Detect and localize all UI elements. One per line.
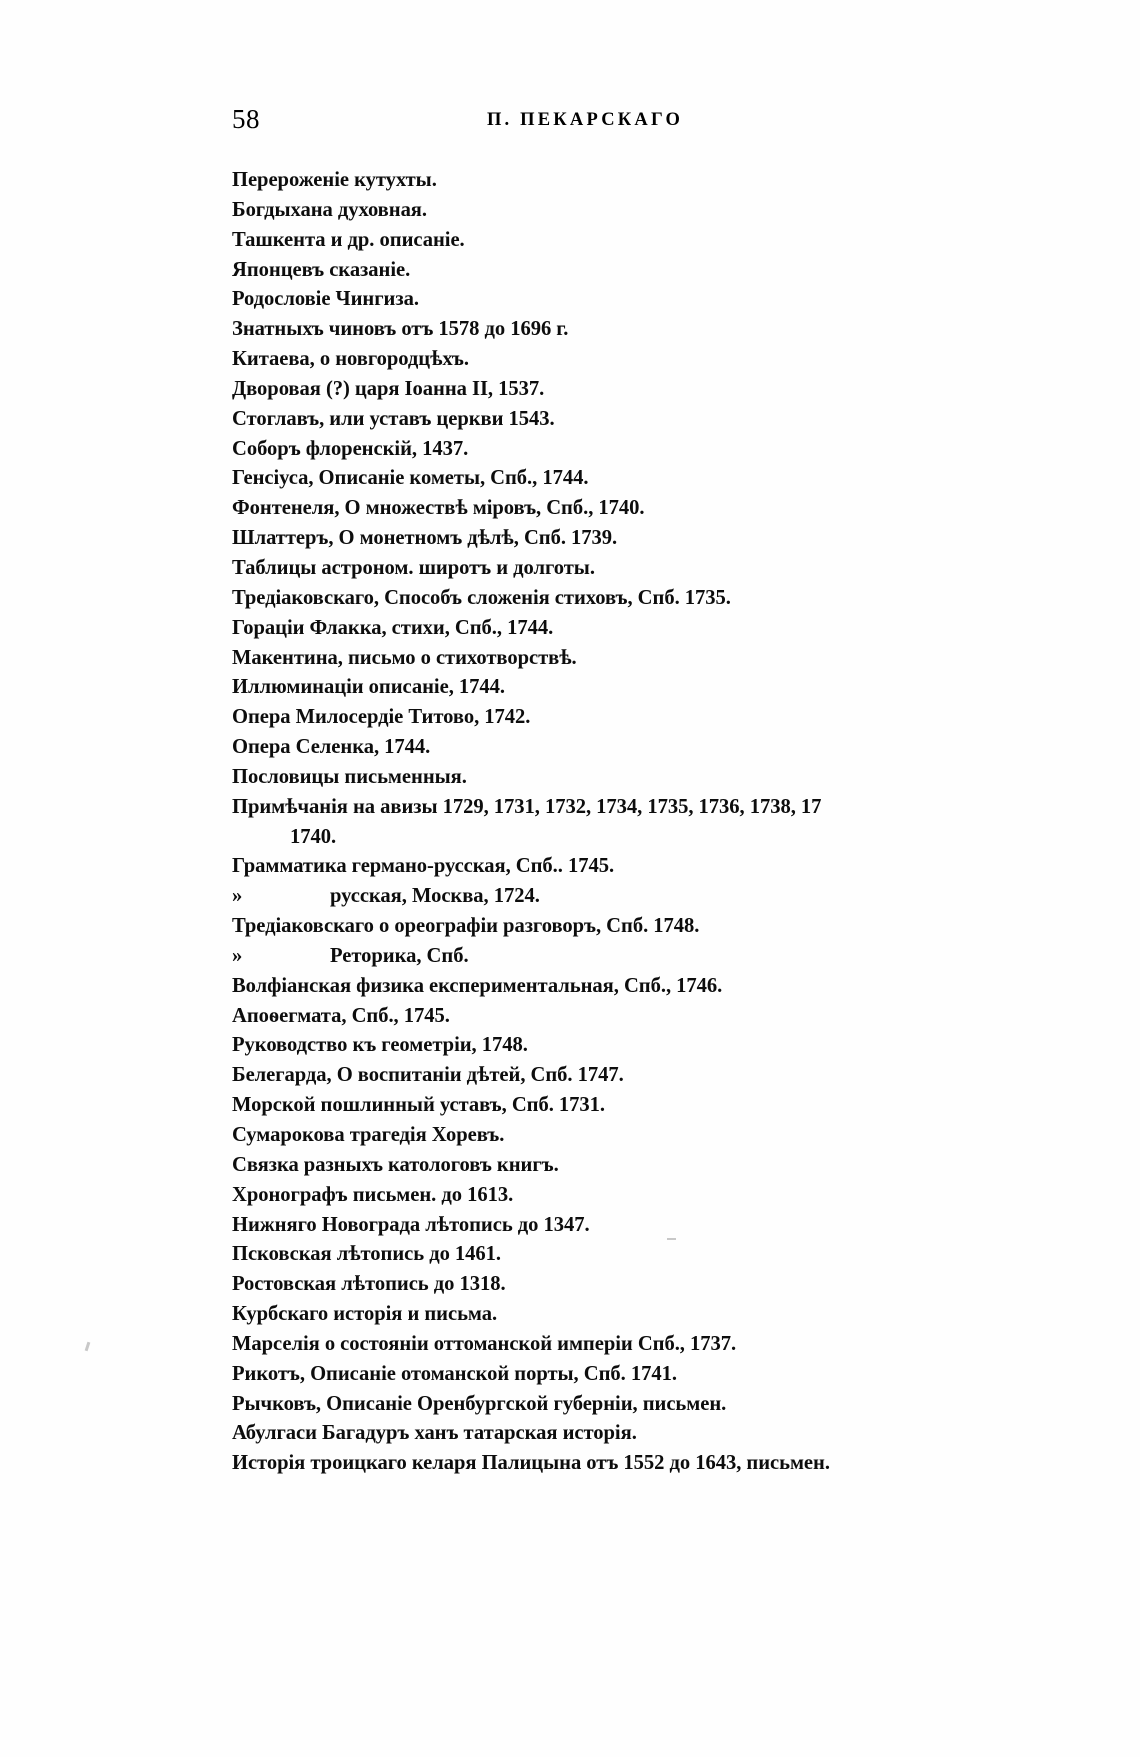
bibliography-entry: » Реторика, Спб. [232, 942, 932, 972]
bibliography-entry: Японцевъ сказаніе. [232, 258, 411, 281]
bibliography-entry: Связка разныхъ катологовъ книгъ. [232, 1153, 559, 1176]
bibliography-entry: Марселія о состояніи оттоманской имперіи… [232, 1332, 737, 1355]
bibliography-entry: Курбскаго исторія и письма. [232, 1303, 498, 1326]
bibliography-entry: Грамматика германо-русская, Спб.. 1745. [232, 855, 615, 878]
bibliography-entry: Рычковъ, Описаніе Оренбургской губерніи,… [232, 1392, 727, 1415]
scan-speck [667, 1238, 676, 1240]
bibliography-entry-text: русская, Москва, 1724. [330, 885, 540, 908]
bibliography-entry: Пословицы письменныя. [232, 765, 467, 788]
page-number: 58 [232, 104, 260, 134]
bibliography-entry: Морской пошлинный уставъ, Спб. 1731. [232, 1094, 606, 1117]
bibliography-entry: Нижняго Новограда лѣтопись до 1347. [232, 1213, 590, 1236]
bibliography-entry: » русская, Москва, 1724. [232, 882, 932, 912]
bibliography-entry: Иллюминаціи описаніе, 1744. [232, 676, 505, 699]
bibliography-entry: Гораціи Флакка, стихи, Спб., 1744. [232, 616, 554, 639]
bibliography-entry: Апоѳегмата, Спб., 1745. [232, 1004, 450, 1027]
bibliography-entry: Таблицы астроном. широтъ и долготы. [232, 556, 595, 579]
bibliography-entry: Перероженіе кутухты. [232, 169, 437, 191]
running-title: П. ПЕКАРСКАГО [486, 110, 684, 130]
bibliography-entry: Макентина, письмо о стихотворствѣ. [232, 646, 577, 669]
bibliography-entry: Рикотъ, Описаніе отоманской порты, Спб. … [232, 1362, 677, 1385]
bibliography-entry-list: Перероженіе кутухты. Богдыхана духовная. Т… [232, 166, 932, 1479]
bibliography-entry: Псковская лѣтопись до 1461. [232, 1243, 502, 1266]
bibliography-entry: 1740. [290, 825, 337, 848]
bibliography-entry: Опера Милосердіе Титово, 1742. [232, 706, 531, 729]
bibliography-entry: Соборъ флоренскій, 1437. [232, 437, 469, 460]
bibliography-entry: Абулгаси Багадуръ ханъ татарская исторія… [232, 1422, 637, 1445]
scan-speck [84, 1341, 91, 1352]
ditto-mark: » [232, 885, 243, 908]
ditto-mark: » [232, 944, 243, 967]
bibliography-entry: Тредіаковскаго, Способъ сложенія стиховъ… [232, 586, 731, 609]
bibliography-entry: Тредіаковскаго о ореографіи разговоръ, С… [232, 915, 700, 938]
bibliography-entry: Знатныхъ чиновъ отъ 1578 до 1696 г. [232, 318, 569, 341]
bibliography-entry: Руководство къ геометріи, 1748. [232, 1034, 528, 1057]
bibliography-entry: Шлаттеръ, О монетномъ дѣлѣ, Спб. 1739. [232, 527, 618, 550]
bibliography-entry: Сумарокова трагедія Хоревъ. [232, 1124, 505, 1146]
bibliography-entry: Фонтенеля, О множествѣ міровъ, Спб., 174… [232, 497, 645, 520]
bibliography-entry: Белегарда, О воспитаніи дѣтей, Спб. 1747… [232, 1064, 624, 1087]
bibliography-entry: Богдыхана духовная. [232, 198, 428, 221]
bibliography-entry: Опера Селенка, 1744. [232, 736, 431, 759]
bibliography-entry: Исторія троицкаго келаря Палицына отъ 15… [232, 1452, 830, 1475]
bibliography-entry: Ташкента и др. описаніе. [232, 228, 465, 251]
running-head: 58 П. ПЕКАРСКАГО [0, 104, 1140, 138]
bibliography-entry: Генсіуса, Описаніе кометы, Спб., 1744. [232, 467, 589, 490]
bibliography-entry: Дворовая (?) царя Іоанна II, 1537. [232, 377, 545, 400]
bibliography-entry: Хронографъ письмен. до 1613. [232, 1183, 514, 1206]
bibliography-entry: Китаева, о новгородцѣхъ. [232, 348, 469, 371]
bibliography-entry-text: Реторика, Спб. [330, 944, 469, 967]
bibliography-entry: Ростовская лѣтопись до 1318. [232, 1273, 506, 1296]
bibliography-entry: Родословіе Чингиза. [232, 288, 419, 311]
bibliography-entry: Примѣчанія на авизы 1729, 1731, 1732, 17… [232, 795, 822, 818]
bibliography-entry: Стоглавъ, или уставъ церкви 1543. [232, 407, 555, 430]
bibliography-entry: Волфіанская физика експериментальная, Сп… [232, 974, 723, 997]
